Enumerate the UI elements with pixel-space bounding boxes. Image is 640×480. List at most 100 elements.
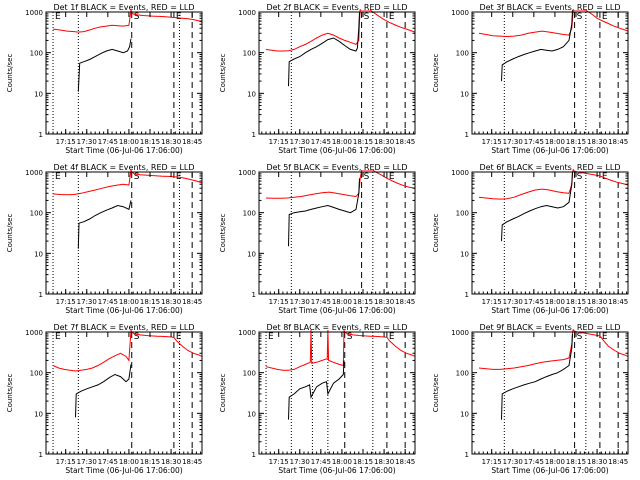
x-tick-label: 18:00 — [119, 458, 139, 466]
series-group — [478, 10, 628, 82]
x-tick-label: 18:30 — [161, 138, 181, 146]
x-tick-label: 17:15 — [269, 298, 289, 306]
x-tick-label: 18:15 — [140, 298, 160, 306]
x-tick-label: 17:15 — [269, 138, 289, 146]
y-tick-label: 10 — [34, 410, 43, 418]
x-tick-label: 18:45 — [182, 138, 202, 146]
x-axis-label: Start Time (06-Jul-06 17:06:00) — [65, 306, 182, 315]
y-tick-label: 100 — [456, 50, 469, 58]
x-tick-label: 18:30 — [374, 298, 394, 306]
x-tick-label: 18:15 — [140, 458, 160, 466]
y-tick-label: 1000 — [238, 169, 256, 177]
y-axis-label: Counts/sec — [219, 54, 227, 93]
events-series-line — [501, 10, 573, 82]
x-tick-label: 18:45 — [608, 298, 628, 306]
y-axis-label: Counts/sec — [6, 54, 14, 93]
y-tick-label: 100 — [243, 50, 256, 58]
x-tick-label: 18:15 — [566, 298, 586, 306]
x-tick-label: 18:30 — [161, 298, 181, 306]
panel-title: Det 6f BLACK = Events, RED = LLD — [479, 163, 620, 172]
panel-title: Det 3f BLACK = Events, RED = LLD — [479, 3, 620, 12]
marker-label: S — [347, 332, 353, 342]
x-tick-label: 17:15 — [56, 298, 76, 306]
marker-label: E — [389, 172, 395, 182]
y-tick-label: 100 — [243, 210, 256, 218]
x-tick-label: 17:45 — [98, 298, 118, 306]
y-tick-label: 1 — [465, 291, 469, 299]
series-group — [265, 170, 415, 247]
y-tick-label: 1000 — [451, 9, 469, 17]
x-tick-label: 17:15 — [56, 138, 76, 146]
x-tick-label: 18:30 — [587, 458, 607, 466]
x-tick-label: 18:45 — [608, 458, 628, 466]
x-axis-label: Start Time (06-Jul-06 17:06:00) — [491, 466, 608, 475]
x-tick-label: 18:00 — [332, 138, 352, 146]
marker-label: E — [389, 12, 395, 22]
y-axis-label: Counts/sec — [432, 214, 440, 253]
x-tick-label: 18:45 — [182, 298, 202, 306]
lld-series-line — [52, 10, 202, 33]
x-tick-label: 18:15 — [353, 298, 373, 306]
x-tick-label: 17:45 — [524, 138, 544, 146]
x-tick-label: 17:30 — [290, 138, 310, 146]
marker-label: S — [577, 172, 583, 182]
marker-label: E — [176, 332, 182, 342]
marker-label: S — [134, 172, 140, 182]
x-tick-label: 17:30 — [503, 138, 523, 146]
y-axis-label: Counts/sec — [6, 214, 14, 253]
y-tick-label: 1000 — [451, 329, 469, 337]
x-tick-label: 17:30 — [77, 138, 97, 146]
lld-series-line — [478, 170, 628, 200]
y-tick-label: 100 — [30, 50, 43, 58]
y-tick-label: 1 — [39, 451, 43, 459]
marker-label: S — [364, 12, 370, 22]
y-tick-label: 1000 — [238, 9, 256, 17]
x-tick-label: 17:45 — [311, 138, 331, 146]
y-tick-label: 10 — [34, 90, 43, 98]
lld-series-line — [52, 330, 202, 372]
y-tick-label: 10 — [460, 250, 469, 258]
marker-label: E — [268, 332, 274, 342]
plot-frame — [258, 11, 416, 135]
series-group — [265, 10, 415, 87]
series-group — [265, 330, 415, 420]
y-tick-label: 10 — [247, 250, 256, 258]
marker-label: S — [577, 332, 583, 342]
y-tick-label: 1 — [252, 291, 256, 299]
marker-label: E — [55, 12, 61, 22]
panel-title: Det 9f BLACK = Events, RED = LLD — [479, 323, 620, 332]
marker-label: E — [176, 12, 182, 22]
x-tick-label: 17:30 — [290, 458, 310, 466]
y-tick-label: 10 — [460, 410, 469, 418]
x-tick-label: 18:00 — [119, 298, 139, 306]
x-tick-label: 18:45 — [395, 298, 415, 306]
x-tick-label: 18:45 — [395, 138, 415, 146]
events-series-line — [77, 38, 132, 92]
plot-frame — [45, 11, 203, 135]
x-tick-label: 17:45 — [311, 298, 331, 306]
x-tick-label: 18:00 — [545, 138, 565, 146]
x-tick-label: 17:45 — [524, 298, 544, 306]
panel-title: Det 2f BLACK = Events, RED = LLD — [266, 3, 407, 12]
panel-title: Det 1f BLACK = Events, RED = LLD — [53, 3, 194, 12]
marker-label: S — [134, 332, 140, 342]
x-tick-label: 18:45 — [182, 458, 202, 466]
x-tick-label: 17:15 — [482, 298, 502, 306]
lld-series-line — [265, 10, 415, 52]
x-tick-label: 18:00 — [545, 458, 565, 466]
x-tick-label: 17:45 — [524, 458, 544, 466]
plot-frame — [258, 331, 416, 455]
x-axis-label: Start Time (06-Jul-06 17:06:00) — [65, 146, 182, 155]
events-series-line — [501, 333, 573, 420]
x-tick-label: 18:30 — [161, 458, 181, 466]
series-group — [52, 330, 202, 418]
x-tick-label: 17:15 — [482, 458, 502, 466]
x-tick-label: 18:30 — [374, 138, 394, 146]
x-tick-label: 17:45 — [98, 458, 118, 466]
events-series-line — [77, 200, 132, 249]
x-tick-label: 17:30 — [77, 458, 97, 466]
plot-frame — [471, 331, 629, 455]
